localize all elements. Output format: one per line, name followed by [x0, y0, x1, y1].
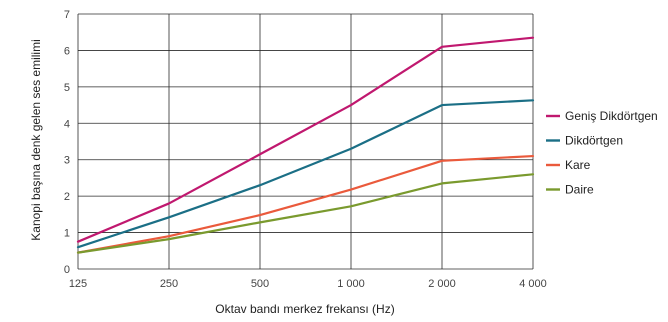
- x-tick-label: 1 000: [337, 278, 365, 290]
- legend-label: Daire: [565, 183, 594, 197]
- y-axis-label: Kanopi başına denk gelen ses emilimi: [29, 39, 43, 240]
- x-tick-label: 500: [251, 278, 269, 290]
- y-axis-ticks: 0 1 2 3 4 5 6 7: [64, 9, 70, 276]
- series-lines: [76, 36, 535, 254]
- grid-lines: [77, 13, 534, 270]
- legend-label: Dikdörtgen: [565, 134, 623, 148]
- y-tick-label: 7: [64, 9, 70, 21]
- y-tick-label: 3: [64, 155, 70, 167]
- series-line-4: [76, 173, 535, 254]
- legend: Geniş Dikdörtgen Dikdörtgen Kare Daire: [546, 109, 658, 197]
- legend-label: Geniş Dikdörtgen: [565, 109, 658, 123]
- y-tick-label: 5: [64, 82, 70, 94]
- y-tick-label: 4: [64, 118, 70, 130]
- x-tick-label: 2 000: [428, 278, 456, 290]
- y-tick-label: 6: [64, 45, 70, 57]
- series-line-3: [76, 154, 535, 254]
- y-tick-label: 0: [64, 264, 70, 276]
- x-tick-label: 4 000: [519, 278, 547, 290]
- y-tick-label: 2: [64, 191, 70, 203]
- series-line-1: [76, 36, 535, 243]
- x-tick-label: 125: [69, 278, 87, 290]
- x-axis-label: Oktav bandı merkez frekansı (Hz): [215, 302, 394, 316]
- x-axis-ticks: 125 250 500 1 000 2 000 4 000: [69, 278, 547, 290]
- legend-label: Kare: [565, 158, 591, 172]
- series-line-2: [76, 99, 535, 249]
- y-tick-label: 1: [64, 228, 70, 240]
- x-tick-label: 250: [160, 278, 178, 290]
